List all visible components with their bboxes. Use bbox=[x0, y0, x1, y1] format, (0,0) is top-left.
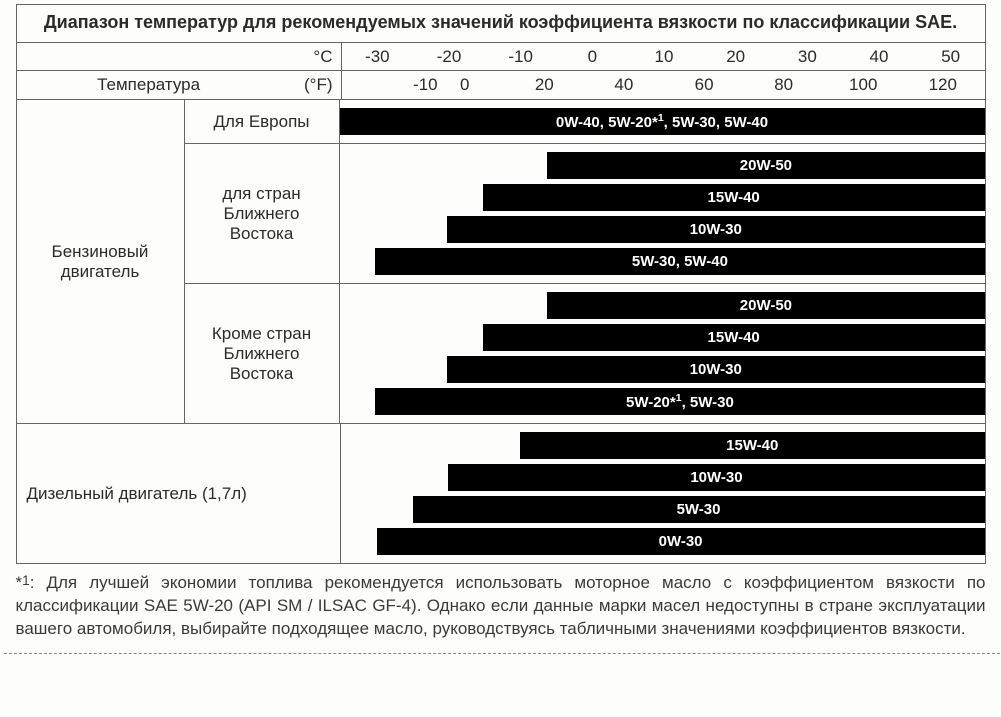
bar-slot: 15W-40 bbox=[340, 324, 985, 351]
viscosity-bar-label: 0W-40, 5W-20*1, 5W-30, 5W-40 bbox=[556, 112, 768, 131]
viscosity-bar-label: 10W-30 bbox=[690, 469, 742, 486]
region-group: Кроме стран Ближнего Востока 20W-50 15W-40… bbox=[185, 284, 985, 423]
gasoline-block: Бензиновый двигатель Для Европы 0W-40, 5W… bbox=[17, 100, 985, 424]
viscosity-bar-label: 20W-50 bbox=[740, 157, 792, 174]
sae-viscosity-table: Диапазон температур для рекомендуемых зн… bbox=[16, 4, 986, 564]
axis-f-tick: 120 bbox=[929, 75, 957, 95]
region-group: Для Европы 0W-40, 5W-20*1, 5W-30, 5W-40 bbox=[185, 100, 985, 144]
axis-celsius: -30 -20 -10 0 10 20 30 40 50 bbox=[342, 43, 985, 71]
region-label: для стран Ближнего Востока bbox=[185, 144, 340, 283]
axis-c-tick: 50 bbox=[941, 47, 960, 67]
viscosity-bar: 10W-30 bbox=[447, 216, 985, 243]
temperature-label bbox=[17, 29, 272, 85]
viscosity-bar: 5W-30 bbox=[413, 496, 985, 523]
diesel-bars: 15W-40 10W-30 5W-30 0W-30 bbox=[341, 424, 985, 563]
bar-slot: 0W-30 bbox=[341, 528, 985, 555]
axis-header: x °C Температура (°F) -30 -20 -10 0 10 20 30 40… bbox=[17, 43, 985, 100]
unit-celsius: °C bbox=[271, 47, 341, 67]
region-label: Кроме стран Ближнего Востока bbox=[185, 284, 340, 423]
region-bars: 20W-50 15W-40 10W-30 5W-20*1, 5W-30 bbox=[340, 284, 985, 423]
region-bars: 20W-50 15W-40 10W-30 5W-30, 5W-40 bbox=[340, 144, 985, 283]
viscosity-bar: 5W-30, 5W-40 bbox=[375, 248, 984, 275]
viscosity-bar: 10W-30 bbox=[448, 464, 984, 491]
bar-slot: 15W-40 bbox=[340, 184, 985, 211]
axis-c-tick: 20 bbox=[726, 47, 745, 67]
viscosity-bar-label: 20W-50 bbox=[740, 297, 792, 314]
footnote-mark: *1: bbox=[16, 573, 47, 592]
bar-slot: 5W-30 bbox=[341, 496, 985, 523]
region-bars: 0W-40, 5W-20*1, 5W-30, 5W-40 bbox=[340, 100, 985, 143]
viscosity-bar: 10W-30 bbox=[447, 356, 985, 383]
axis-c-tick: -20 bbox=[437, 47, 462, 67]
engine-diesel-label: Дизельный двигатель (1,7л) bbox=[17, 424, 341, 563]
bar-slot: 20W-50 bbox=[340, 152, 985, 179]
axis-fahrenheit: -10 0 20 40 60 80 100 120 bbox=[342, 71, 985, 99]
bar-slot: 0W-40, 5W-20*1, 5W-30, 5W-40 bbox=[340, 108, 985, 135]
viscosity-bar: 0W-30 bbox=[377, 528, 985, 555]
bar-slot: 5W-30, 5W-40 bbox=[340, 248, 985, 275]
viscosity-bar: 20W-50 bbox=[547, 152, 984, 179]
bar-slot: 15W-40 bbox=[341, 432, 985, 459]
page-cut-line bbox=[4, 653, 1001, 654]
viscosity-bar: 0W-40, 5W-20*1, 5W-30, 5W-40 bbox=[340, 108, 985, 135]
axis-c-tick: 30 bbox=[798, 47, 817, 67]
axis-f-tick: 60 bbox=[695, 75, 714, 95]
bar-slot: 10W-30 bbox=[340, 356, 985, 383]
diesel-block: Дизельный двигатель (1,7л) 15W-40 10W-30 5… bbox=[17, 424, 985, 563]
viscosity-bar-label: 5W-20*1, 5W-30 bbox=[626, 392, 734, 411]
axis-f-tick: 80 bbox=[774, 75, 793, 95]
viscosity-bar-label: 5W-30, 5W-40 bbox=[632, 253, 728, 270]
bar-slot: 5W-20*1, 5W-30 bbox=[340, 388, 985, 415]
axis-f-tick: -10 bbox=[413, 75, 438, 95]
unit-fahrenheit: (°F) bbox=[271, 75, 341, 95]
axis-f-tick: 100 bbox=[849, 75, 877, 95]
bar-slot: 10W-30 bbox=[341, 464, 985, 491]
bar-slot: 10W-30 bbox=[340, 216, 985, 243]
viscosity-bar: 15W-40 bbox=[520, 432, 984, 459]
axis-f-tick: 0 bbox=[460, 75, 469, 95]
axis-f-tick: 40 bbox=[614, 75, 633, 95]
axis-c-tick: 0 bbox=[588, 47, 597, 67]
axis-header-left: x °C Температура (°F) bbox=[17, 43, 342, 99]
axis-f-tick: 20 bbox=[535, 75, 554, 95]
footnote-text: Для лучшей экономии топлива рекомендуетс… bbox=[16, 573, 986, 638]
viscosity-bar-label: 15W-40 bbox=[726, 437, 778, 454]
axis-scales: -30 -20 -10 0 10 20 30 40 50 -10 0 20 40 60 80 100 120 bbox=[342, 43, 985, 99]
viscosity-bar-label: 5W-30 bbox=[677, 501, 721, 518]
viscosity-bar: 5W-20*1, 5W-30 bbox=[375, 388, 984, 415]
viscosity-bar-label: 0W-30 bbox=[659, 533, 703, 550]
engine-gasoline-label: Бензиновый двигатель bbox=[17, 100, 185, 423]
viscosity-bar: 20W-50 bbox=[547, 292, 984, 319]
axis-c-tick: 40 bbox=[870, 47, 889, 67]
region-group: для стран Ближнего Востока 20W-50 15W-40 10… bbox=[185, 144, 985, 284]
axis-c-tick: -30 bbox=[365, 47, 390, 67]
bar-slot: 20W-50 bbox=[340, 292, 985, 319]
footnote: *1: Для лучшей экономии топлива рекоменд… bbox=[16, 572, 986, 641]
viscosity-bar-label: 10W-30 bbox=[690, 361, 742, 378]
region-label: Для Европы bbox=[185, 100, 340, 143]
viscosity-bar-label: 15W-40 bbox=[708, 189, 760, 206]
axis-c-tick: 10 bbox=[655, 47, 674, 67]
axis-c-tick: -10 bbox=[508, 47, 533, 67]
viscosity-bar-label: 15W-40 bbox=[708, 329, 760, 346]
viscosity-bar: 15W-40 bbox=[483, 324, 985, 351]
viscosity-bar: 15W-40 bbox=[483, 184, 985, 211]
viscosity-bar-label: 10W-30 bbox=[690, 221, 742, 238]
